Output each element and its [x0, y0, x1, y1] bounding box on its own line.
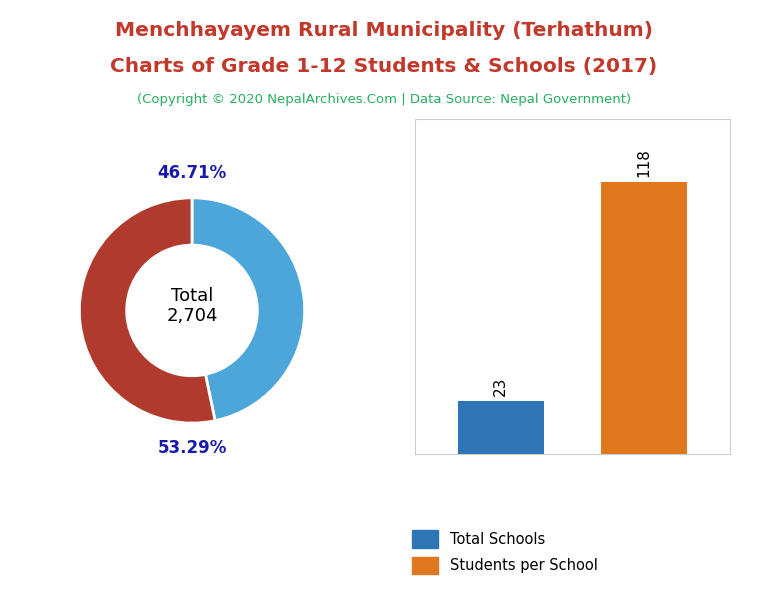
Wedge shape	[79, 198, 215, 423]
Wedge shape	[192, 198, 305, 421]
Bar	[458, 401, 544, 454]
Text: 53.29%: 53.29%	[157, 439, 227, 457]
Text: Total
2,704: Total 2,704	[166, 287, 218, 325]
Text: 118: 118	[636, 148, 651, 177]
Legend: Total Schools, Students per School: Total Schools, Students per School	[406, 524, 604, 580]
Text: Menchhayayem Rural Municipality (Terhathum): Menchhayayem Rural Municipality (Terhath…	[115, 21, 653, 40]
Text: 46.71%: 46.71%	[157, 164, 227, 182]
Legend: Male Students (1,263), Female Students (1,441): Male Students (1,263), Female Students (…	[0, 592, 227, 597]
Text: (Copyright © 2020 NepalArchives.Com | Data Source: Nepal Government): (Copyright © 2020 NepalArchives.Com | Da…	[137, 93, 631, 106]
Text: 23: 23	[493, 377, 508, 396]
Text: Charts of Grade 1-12 Students & Schools (2017): Charts of Grade 1-12 Students & Schools …	[111, 57, 657, 76]
Bar	[601, 181, 687, 454]
